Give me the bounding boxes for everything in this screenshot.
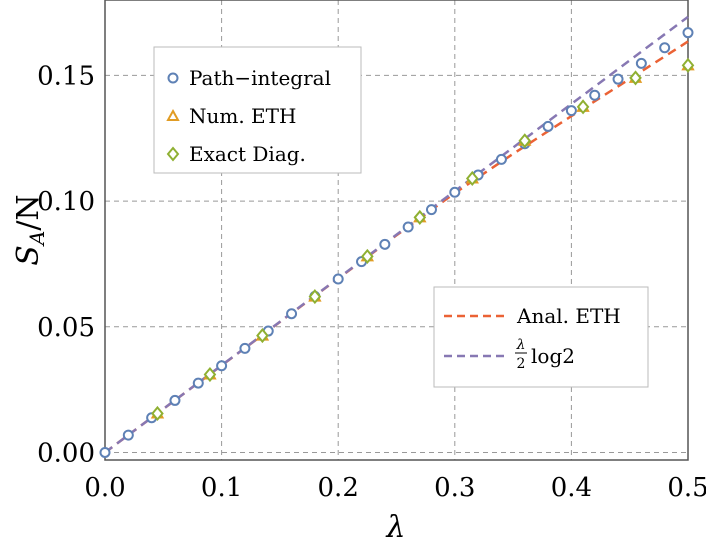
legend-markers: Path−integral Num. ETH Exact Diag. bbox=[153, 46, 362, 174]
data-point-circle bbox=[612, 73, 624, 85]
data-point-diamond bbox=[465, 170, 479, 187]
data-point-circle bbox=[449, 186, 461, 198]
x-tick-label: 0.3 bbox=[434, 473, 475, 503]
data-point-diamond bbox=[308, 289, 322, 305]
data-point-circle bbox=[542, 120, 554, 132]
data-point-diamond bbox=[256, 328, 269, 344]
data-point-diamond bbox=[576, 99, 590, 115]
data-point-circle bbox=[659, 42, 671, 54]
data-point-circle bbox=[332, 273, 344, 285]
data-point-diamond bbox=[629, 70, 642, 86]
x-tick-label: 0.4 bbox=[551, 473, 592, 503]
data-point-circle bbox=[589, 89, 601, 101]
x-tick-label: 0.1 bbox=[201, 473, 242, 503]
y-tick-label: 0.00 bbox=[37, 438, 95, 468]
data-point-circle bbox=[122, 429, 134, 441]
data-point-diamond bbox=[681, 57, 695, 73]
y-tick-label: 0.05 bbox=[37, 313, 95, 343]
legend-frac-denominator: 2 bbox=[517, 356, 526, 372]
y-tick-label: 0.15 bbox=[37, 61, 95, 91]
data-point-diamond bbox=[151, 405, 164, 422]
legend-label-exact-diag: Exact Diag. bbox=[189, 142, 306, 166]
legend-diamond-marker bbox=[166, 146, 180, 162]
legend-box bbox=[153, 46, 362, 174]
data-point-diamond bbox=[361, 248, 374, 264]
data-point-circle bbox=[192, 377, 204, 389]
legend-label-anal-eth: Anal. ETH bbox=[516, 304, 621, 328]
legend-label-num-eth: Num. ETH bbox=[189, 104, 296, 128]
data-point-diamond bbox=[203, 366, 217, 383]
tick-labels: 0.0 0.1 0.2 0.3 0.4 0.5 0.00 0.05 0.10 0.15 bbox=[37, 61, 706, 503]
data-point-circle bbox=[216, 360, 228, 372]
series-points bbox=[99, 27, 695, 458]
legend-frac-numerator: λ bbox=[516, 337, 526, 353]
x-tick-label: 0.2 bbox=[318, 473, 359, 503]
data-point-circle bbox=[402, 221, 414, 233]
data-point-circle bbox=[495, 153, 507, 165]
x-tick-label: 0.0 bbox=[84, 473, 125, 503]
x-tick-label: 0.5 bbox=[667, 473, 706, 503]
legend-circle-marker bbox=[167, 72, 179, 84]
data-point-circle bbox=[99, 446, 111, 458]
data-point-circle bbox=[682, 27, 694, 39]
data-point-circle bbox=[379, 238, 391, 250]
data-point-circle bbox=[635, 57, 647, 69]
legend-label-log2: log2 bbox=[531, 344, 575, 368]
y-axis-label: SA/N bbox=[11, 194, 49, 265]
legend-label-path-integral: Path−integral bbox=[189, 66, 331, 90]
svg-text:SA/N: SA/N bbox=[11, 194, 49, 265]
legend-triangle-marker bbox=[166, 108, 180, 121]
legend-box bbox=[433, 286, 649, 388]
data-point-circle bbox=[239, 342, 251, 354]
legend-lines: Anal. ETH λ 2 log2 bbox=[433, 286, 649, 388]
data-point-circle bbox=[565, 105, 577, 117]
plot-frame bbox=[104, 0, 689, 461]
data-point-circle bbox=[425, 204, 437, 216]
data-point-diamond bbox=[413, 209, 427, 225]
data-point-diamond bbox=[518, 133, 532, 149]
data-point-circle bbox=[169, 394, 181, 406]
y-tick-label: 0.10 bbox=[37, 187, 95, 217]
x-axis-label: λ bbox=[385, 510, 405, 545]
data-point-circle bbox=[286, 308, 298, 320]
